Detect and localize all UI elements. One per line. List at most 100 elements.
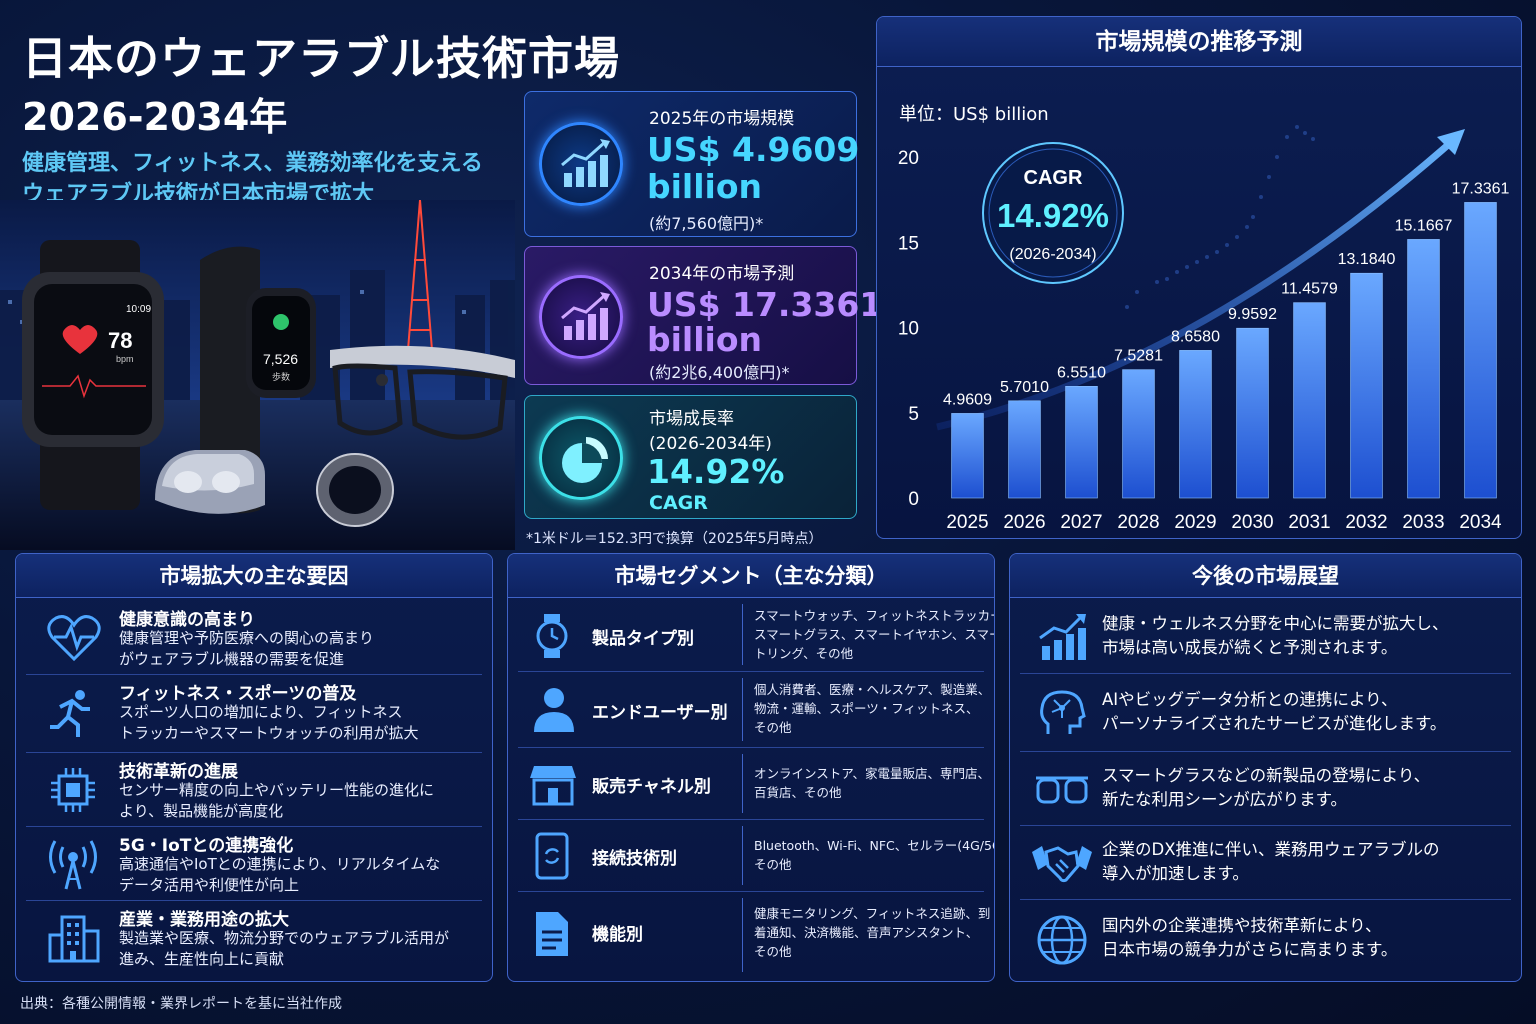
watch-icon <box>536 614 568 658</box>
hero-illustration: 10:09 78 bpm 7,526 歩数 <box>0 200 515 550</box>
factor-title: 5G・IoTとの連携強化 <box>119 836 294 856</box>
page-title: 日本のウェアラブル技術市場 <box>22 32 621 85</box>
factor-desc-line: データ活用や利便性が向上 <box>119 876 300 894</box>
kpi-value: US$ 4.9609 <box>647 130 860 169</box>
panel-title: 今後の市場展望 <box>1010 554 1521 598</box>
subtitle-line-1: 健康管理、フィットネス、業務効率化を支える <box>22 151 483 176</box>
segment-desc-line: 個人消費者、医療・ヘルスケア、製造業、 <box>754 682 991 697</box>
outlook-row: 国内外の企業連携や技術革新により、 日本市場の競争力がさらに高まります。 <box>1020 900 1511 980</box>
segment-desc: 健康モニタリング、フィットネス追跡、到 着通知、決済機能、音声アシスタント、 そ… <box>754 904 990 961</box>
segment-desc-line: スマートグラス、スマートイヤホン、スマー <box>754 627 995 642</box>
segment-desc-line: その他 <box>754 857 792 872</box>
pie-chart-icon <box>539 416 623 500</box>
outlook-text-line: スマートグラスなどの新製品の登場により、 <box>1102 766 1431 785</box>
factor-row: 健康意識の高まり 健康管理や予防医療への関心の高まり がウェアラブル機器の需要を… <box>26 601 482 675</box>
building-icon <box>48 915 100 963</box>
segment-divider <box>742 898 743 972</box>
cagr-badge-label: CAGR <box>1024 167 1083 189</box>
outlook-text: 国内外の企業連携や技術革新により、 日本市場の競争力がさらに高まります。 <box>1102 914 1397 962</box>
panel-title: 市場拡大の主な要因 <box>16 554 492 598</box>
heart-icon <box>62 325 98 354</box>
factor-row: フィットネス・スポーツの普及 スポーツ人口の増加により、フィットネス トラッカー… <box>26 675 482 753</box>
outlook-row: 健康・ウェルネス分野を中心に需要が拡大し、 市場は高い成長が続くと予測されます。 <box>1020 600 1511 674</box>
kpi-value-unit: CAGR <box>649 492 708 514</box>
panel-market-outlook: 今後の市場展望 健康・ウェルネス分野を中心に需要が拡大し、 市場は高い成長が続く… <box>1009 553 1522 982</box>
bar <box>1065 386 1098 499</box>
segment-desc: オンラインストア、家電量販店、専門店、 百貨店、その他 <box>754 764 990 802</box>
smart-glasses <box>330 345 515 440</box>
globe-icon <box>1037 915 1087 965</box>
outlook-text-line: 新たな利用シーンが広がります。 <box>1102 790 1348 809</box>
bar <box>1122 369 1155 499</box>
segment-row: エンドユーザー別 個人消費者、医療・ヘルスケア、製造業、 物流・運輸、スポーツ・… <box>518 672 990 748</box>
x-tick-label: 2030 <box>1231 512 1273 533</box>
japan-map-dots <box>1125 125 1315 309</box>
bar <box>951 413 984 499</box>
segment-row: 販売チャネル別 オンラインストア、家電量販店、専門店、 百貨店、その他 <box>518 748 990 820</box>
bar-value-label: 6.5510 <box>1057 364 1106 381</box>
kpi-value: US$ 17.3361 <box>647 285 883 324</box>
bar-chart-up-icon <box>539 122 623 206</box>
outlook-row: 企業のDX推進に伴い、業務用ウェアラブルの 導入が加速します。 <box>1020 826 1511 900</box>
segment-desc: 個人消費者、医療・ヘルスケア、製造業、 物流・運輸、スポーツ・フィットネス、 そ… <box>754 680 990 737</box>
bar <box>1179 350 1212 499</box>
segment-name: 接続技術別 <box>592 849 677 869</box>
kpi-card-cagr: 市場成長率 (2026-2034年) 14.92% CAGR <box>524 395 857 519</box>
bar <box>1350 272 1383 499</box>
segment-desc-line: 百貨店、その他 <box>754 785 842 800</box>
segment-row: 接続技術別 Bluetooth、Wi-Fi、NFC、セルラー(4G/5G)、 そ… <box>518 820 994 892</box>
antenna-icon <box>49 840 97 890</box>
segment-divider <box>742 604 743 665</box>
bar-value-label: 13.1840 <box>1338 251 1396 268</box>
kpi-label: 市場成長率 <box>649 409 734 429</box>
outlook-text-line: AIやビッグデータ分析との連携により、 <box>1102 690 1398 709</box>
chip-icon <box>51 768 95 812</box>
factor-title: 技術革新の進展 <box>119 762 238 782</box>
bar-chart: 単位：US$ billion 0 5 10 15 20 4.9609 5.7010 6.55… <box>898 104 1510 533</box>
cagr-badge-value: 14.92% <box>997 197 1109 234</box>
outlook-text: スマートグラスなどの新製品の登場により、 新たな利用シーンが広がります。 <box>1102 764 1430 812</box>
outlook-row: AIやビッグデータ分析との連携により、 パーソナライズされたサービスが進化します… <box>1020 674 1511 752</box>
earbuds-case <box>155 450 265 514</box>
factor-desc-line: 健康管理や予防医療への関心の高まり <box>119 629 375 647</box>
y-tick-label: 0 <box>908 489 919 510</box>
cagr-badge: CAGR 14.92% (2026-2034) <box>982 142 1124 284</box>
factor-desc: センサー精度の向上やバッテリー性能の進化に より、製品機能が高度化 <box>119 780 434 822</box>
currency-footnote: *1米ドル＝152.3円で換算（2025年5月時点） <box>526 531 823 547</box>
bar-value-label: 9.9592 <box>1228 306 1277 323</box>
segment-desc-line: 健康モニタリング、フィットネス追跡、到 <box>754 906 991 921</box>
glasses-icon <box>1036 776 1088 804</box>
factor-desc: 健康管理や予防医療への関心の高まり がウェアラブル機器の需要を促進 <box>119 628 374 670</box>
smart-ring <box>316 453 394 527</box>
outlook-text-line: 国内外の企業連携や技術革新により、 <box>1102 916 1382 935</box>
segment-desc: Bluetooth、Wi-Fi、NFC、セルラー(4G/5G)、 その他 <box>754 836 994 874</box>
bar-value-label: 5.7010 <box>1000 379 1049 396</box>
chart-title: 市場規模の推移予測 <box>877 17 1521 67</box>
factor-desc-line: スポーツ人口の増加により、フィットネス <box>119 703 403 721</box>
segment-desc-line: その他 <box>754 720 792 735</box>
factor-row: 産業・業務用途の拡大 製造業や医療、物流分野でのウェアラブル活用が 進み、生産性… <box>26 901 482 979</box>
bar-value-label: 15.1667 <box>1395 217 1453 234</box>
segment-desc-line: 着通知、決済機能、音声アシスタント、 <box>754 925 979 940</box>
store-icon <box>530 766 576 806</box>
outlook-text: 健康・ウェルネス分野を中心に需要が拡大し、 市場は高い成長が続くと予測されます。 <box>1102 612 1449 660</box>
kpi-label-period: (2026-2034年) <box>649 434 772 454</box>
watch-time: 10:09 <box>126 304 151 315</box>
panel-growth-factors: 市場拡大の主な要因 健康意識の高まり 健康管理や予防医療への関心の高まり がウェ… <box>15 553 493 982</box>
outlook-row: スマートグラスなどの新製品の登場により、 新たな利用シーンが広がります。 <box>1020 752 1511 826</box>
activity-icon <box>273 314 289 330</box>
segment-desc-line: トリング、その他 <box>754 646 854 661</box>
x-tick-label: 2031 <box>1288 512 1330 533</box>
panel-title: 市場セグメント（主な分類） <box>508 554 994 598</box>
segment-row: 機能別 健康モニタリング、フィットネス追跡、到 着通知、決済機能、音声アシスタン… <box>518 892 990 978</box>
bar-value-label: 17.3361 <box>1452 180 1510 197</box>
kpi-card-2034-forecast: 2034年の市場予測 US$ 17.3361 billion (約2兆6,400… <box>524 246 882 385</box>
chart-unit-label: 単位：US$ billion <box>899 104 1049 125</box>
document-icon <box>536 912 568 956</box>
segment-divider <box>742 678 743 741</box>
factor-desc: 製造業や医療、物流分野でのウェアラブル活用が 進み、生産性向上に貢献 <box>119 928 449 970</box>
y-tick-label: 5 <box>908 404 919 425</box>
segment-divider <box>742 754 743 813</box>
segment-desc-line: 物流・運輸、スポーツ・フィットネス、 <box>754 701 979 716</box>
handshake-icon <box>1032 846 1092 883</box>
